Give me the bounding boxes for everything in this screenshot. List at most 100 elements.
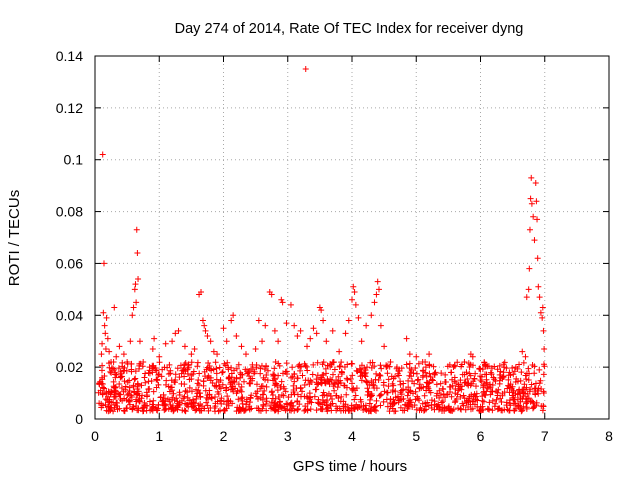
band-point — [208, 395, 215, 402]
data-point — [539, 314, 546, 321]
data-point — [506, 369, 513, 376]
band-point — [520, 403, 527, 410]
band-point — [307, 393, 314, 400]
band-point — [294, 398, 301, 405]
band-point — [118, 373, 125, 380]
band-point — [429, 376, 436, 383]
data-point — [537, 309, 544, 316]
band-point — [364, 385, 371, 392]
band-point — [422, 406, 429, 413]
band-point — [479, 366, 486, 373]
band-point — [369, 359, 376, 366]
band-point — [271, 406, 278, 413]
band-point — [297, 393, 304, 400]
data-point — [349, 296, 355, 303]
band-point — [194, 363, 201, 370]
band-point — [235, 361, 242, 368]
band-point — [260, 391, 267, 398]
band-point — [319, 397, 326, 404]
band-point — [289, 373, 296, 380]
band-point — [348, 360, 355, 367]
band-point — [159, 366, 166, 373]
data-point — [116, 343, 123, 350]
data-point — [188, 351, 195, 358]
band-point — [247, 375, 254, 382]
band-point — [216, 364, 223, 371]
band-point — [383, 363, 390, 370]
band-point — [510, 394, 517, 401]
x-tick-label: 2 — [220, 428, 228, 444]
band-point — [489, 381, 496, 388]
band-point — [272, 395, 279, 402]
data-point — [535, 283, 542, 290]
band-point — [376, 392, 383, 399]
data-point — [393, 364, 400, 371]
band-point — [352, 392, 359, 399]
data-point — [228, 317, 235, 324]
data-point — [469, 353, 476, 360]
band-point — [395, 397, 402, 404]
band-point — [471, 375, 478, 382]
band-point — [389, 405, 396, 412]
band-point — [228, 383, 235, 390]
data-point — [131, 286, 138, 293]
data-point — [318, 307, 325, 314]
band-point — [415, 360, 422, 367]
data-point — [352, 301, 359, 308]
band-point — [190, 399, 197, 406]
band-point — [367, 393, 374, 400]
band-point — [426, 361, 433, 368]
band-point — [302, 362, 309, 369]
band-point — [347, 375, 354, 382]
band-point — [488, 388, 495, 395]
band-point — [148, 377, 155, 384]
band-point — [334, 378, 341, 385]
data-point — [230, 312, 237, 319]
band-point — [314, 359, 321, 366]
band-point — [131, 389, 138, 396]
band-point — [407, 396, 414, 403]
data-point — [129, 312, 136, 319]
data-point — [351, 288, 358, 295]
band-point — [150, 388, 157, 395]
band-point — [522, 395, 529, 402]
band-point — [99, 376, 106, 383]
band-point — [353, 367, 360, 374]
data-point — [113, 353, 120, 360]
data-point — [413, 353, 420, 360]
band-point — [270, 371, 277, 378]
data-point — [527, 195, 534, 202]
data-point — [519, 348, 526, 355]
band-point — [243, 398, 250, 405]
band-point — [253, 361, 260, 368]
band-point — [334, 384, 341, 391]
band-point — [468, 380, 475, 387]
band-point — [185, 403, 192, 410]
band-point — [213, 370, 220, 377]
band-point — [485, 383, 492, 390]
band-point — [510, 389, 517, 396]
band-point — [373, 370, 380, 377]
band-point — [213, 376, 220, 383]
band-point — [321, 392, 328, 399]
data-point — [541, 345, 548, 352]
data-point — [523, 294, 530, 301]
band-point — [257, 370, 264, 377]
band-point — [270, 377, 277, 384]
band-point — [314, 381, 321, 388]
band-point — [313, 407, 320, 414]
band-point — [494, 389, 501, 396]
band-point — [400, 386, 407, 393]
band-point — [519, 407, 526, 414]
band-point — [371, 403, 378, 410]
band-point — [450, 406, 457, 413]
band-point — [373, 397, 380, 404]
band-point — [271, 372, 278, 379]
band-point — [497, 374, 504, 381]
data-point — [329, 327, 336, 334]
data-point — [100, 260, 107, 267]
band-point — [372, 403, 379, 410]
band-point — [495, 405, 502, 412]
band-point — [489, 397, 496, 404]
band-point — [478, 373, 485, 380]
